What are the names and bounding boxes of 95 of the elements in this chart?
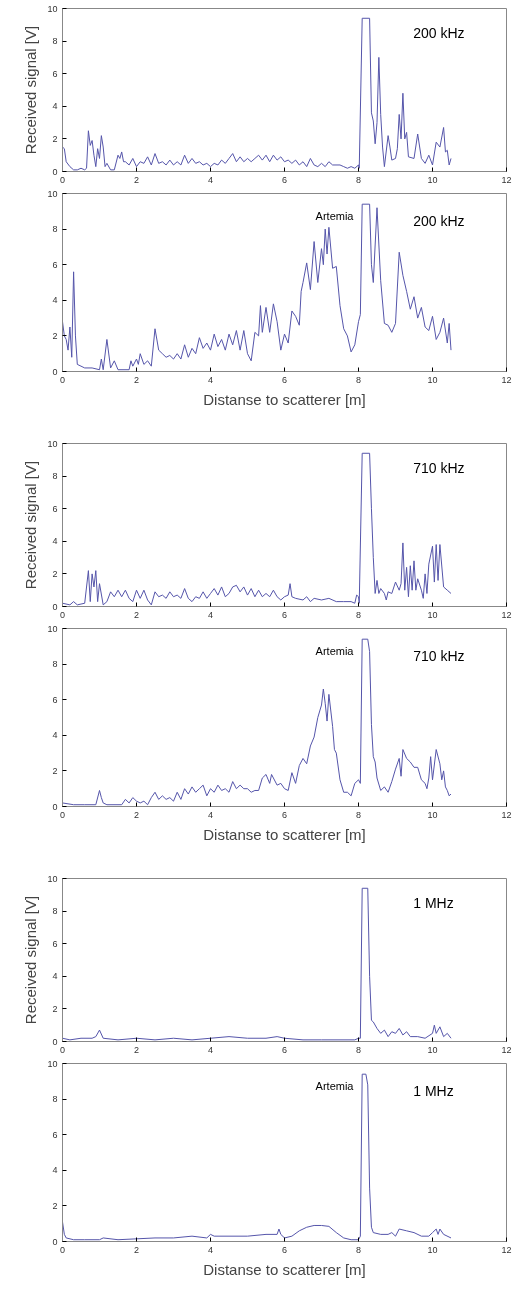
annotation: 1 MHz	[413, 895, 454, 912]
x-axis-title: Distanse to scatterer [m]	[203, 825, 366, 843]
y-tick-label: 10	[47, 438, 58, 449]
x-tick-label: 10	[427, 1244, 438, 1255]
x-axis-title: Distanse to scatterer [m]	[203, 390, 366, 408]
y-tick-label: 0	[52, 166, 58, 177]
annotation: 1 MHz	[413, 1083, 454, 1100]
y-tick-label: 0	[52, 801, 58, 812]
x-tick-label: 8	[356, 174, 362, 185]
x-tick-label: 10	[427, 809, 438, 820]
y-axis-title: Received signal [V]	[22, 460, 40, 590]
x-tick-label: 8	[356, 1044, 362, 1055]
x-tick-label: 2	[134, 374, 140, 385]
x-tick-label: 6	[282, 374, 288, 385]
annotation: Artemia	[315, 1079, 355, 1092]
y-tick-label: 6	[52, 259, 58, 270]
annotation: 710 kHz	[413, 648, 465, 665]
y-tick-label: 10	[47, 873, 58, 884]
x-tick-label: 4	[208, 809, 214, 820]
y-tick-label: 4	[52, 536, 58, 547]
y-tick-label: 6	[52, 503, 58, 514]
y-tick-label: 10	[47, 1058, 58, 1069]
x-tick-label: 4	[208, 1044, 214, 1055]
x-tick-label: 12	[501, 1044, 512, 1055]
y-tick-label: 2	[52, 765, 58, 776]
x-tick-label: 0	[60, 1244, 66, 1255]
y-tick-label: 4	[52, 295, 58, 306]
x-tick-label: 10	[427, 1044, 438, 1055]
y-tick-label: 0	[52, 366, 58, 377]
annotation: 200 kHz	[413, 213, 465, 230]
y-tick-label: 8	[52, 471, 58, 482]
x-tick-label: 2	[134, 1044, 140, 1055]
annotation: Artemia	[315, 209, 355, 222]
y-tick-label: 2	[52, 568, 58, 579]
x-axis-title: Distanse to scatterer [m]	[203, 1260, 366, 1278]
y-tick-label: 2	[52, 133, 58, 144]
x-tick-label: 4	[208, 174, 214, 185]
y-tick-label: 4	[52, 730, 58, 741]
x-tick-label: 0	[60, 374, 66, 385]
x-tick-label: 2	[134, 174, 140, 185]
y-tick-label: 6	[52, 694, 58, 705]
y-tick-label: 10	[47, 623, 58, 634]
y-tick-label: 4	[52, 971, 58, 982]
x-tick-label: 10	[427, 374, 438, 385]
x-tick-label: 2	[134, 609, 140, 620]
y-tick-label: 0	[52, 1236, 58, 1247]
y-tick-label: 2	[52, 1003, 58, 1014]
y-axis-title: Received signal [V]	[22, 895, 40, 1025]
y-tick-label: 2	[52, 1200, 58, 1211]
y-tick-label: 0	[52, 1036, 58, 1047]
x-tick-label: 6	[282, 809, 288, 820]
x-tick-label: 0	[60, 809, 66, 820]
x-tick-label: 12	[501, 609, 512, 620]
x-tick-label: 4	[208, 374, 214, 385]
line-series	[62, 887, 452, 1041]
y-axis-title: Received signal [V]	[22, 25, 40, 155]
x-tick-label: 6	[282, 174, 288, 185]
annotation: 200 kHz	[413, 25, 465, 42]
annotation: 710 kHz	[413, 460, 465, 477]
y-tick-label: 6	[52, 68, 58, 79]
x-tick-label: 12	[501, 174, 512, 185]
y-tick-label: 0	[52, 601, 58, 612]
y-tick-label: 6	[52, 1129, 58, 1140]
x-tick-label: 8	[356, 609, 362, 620]
x-tick-label: 4	[208, 1244, 214, 1255]
x-tick-label: 0	[60, 1044, 66, 1055]
y-tick-label: 2	[52, 330, 58, 341]
y-tick-label: 4	[52, 1165, 58, 1176]
y-tick-label: 4	[52, 101, 58, 112]
y-tick-label: 10	[47, 3, 58, 14]
y-tick-label: 8	[52, 36, 58, 47]
x-tick-label: 12	[501, 374, 512, 385]
y-tick-label: 8	[52, 224, 58, 235]
y-tick-label: 8	[52, 1094, 58, 1105]
x-tick-label: 6	[282, 1244, 288, 1255]
y-tick-label: 8	[52, 906, 58, 917]
x-tick-label: 8	[356, 1244, 362, 1255]
x-tick-label: 2	[134, 809, 140, 820]
annotation: Artemia	[315, 644, 355, 657]
y-tick-label: 8	[52, 659, 58, 670]
x-tick-label: 12	[501, 1244, 512, 1255]
line-series	[62, 1073, 452, 1241]
x-tick-label: 8	[356, 809, 362, 820]
x-tick-label: 0	[60, 609, 66, 620]
x-tick-label: 10	[427, 609, 438, 620]
x-tick-label: 6	[282, 1044, 288, 1055]
x-tick-label: 6	[282, 609, 288, 620]
x-tick-label: 0	[60, 174, 66, 185]
y-tick-label: 10	[47, 188, 58, 199]
x-tick-label: 12	[501, 809, 512, 820]
x-tick-label: 4	[208, 609, 214, 620]
x-tick-label: 2	[134, 1244, 140, 1255]
x-tick-label: 8	[356, 374, 362, 385]
y-tick-label: 6	[52, 938, 58, 949]
x-tick-label: 10	[427, 174, 438, 185]
